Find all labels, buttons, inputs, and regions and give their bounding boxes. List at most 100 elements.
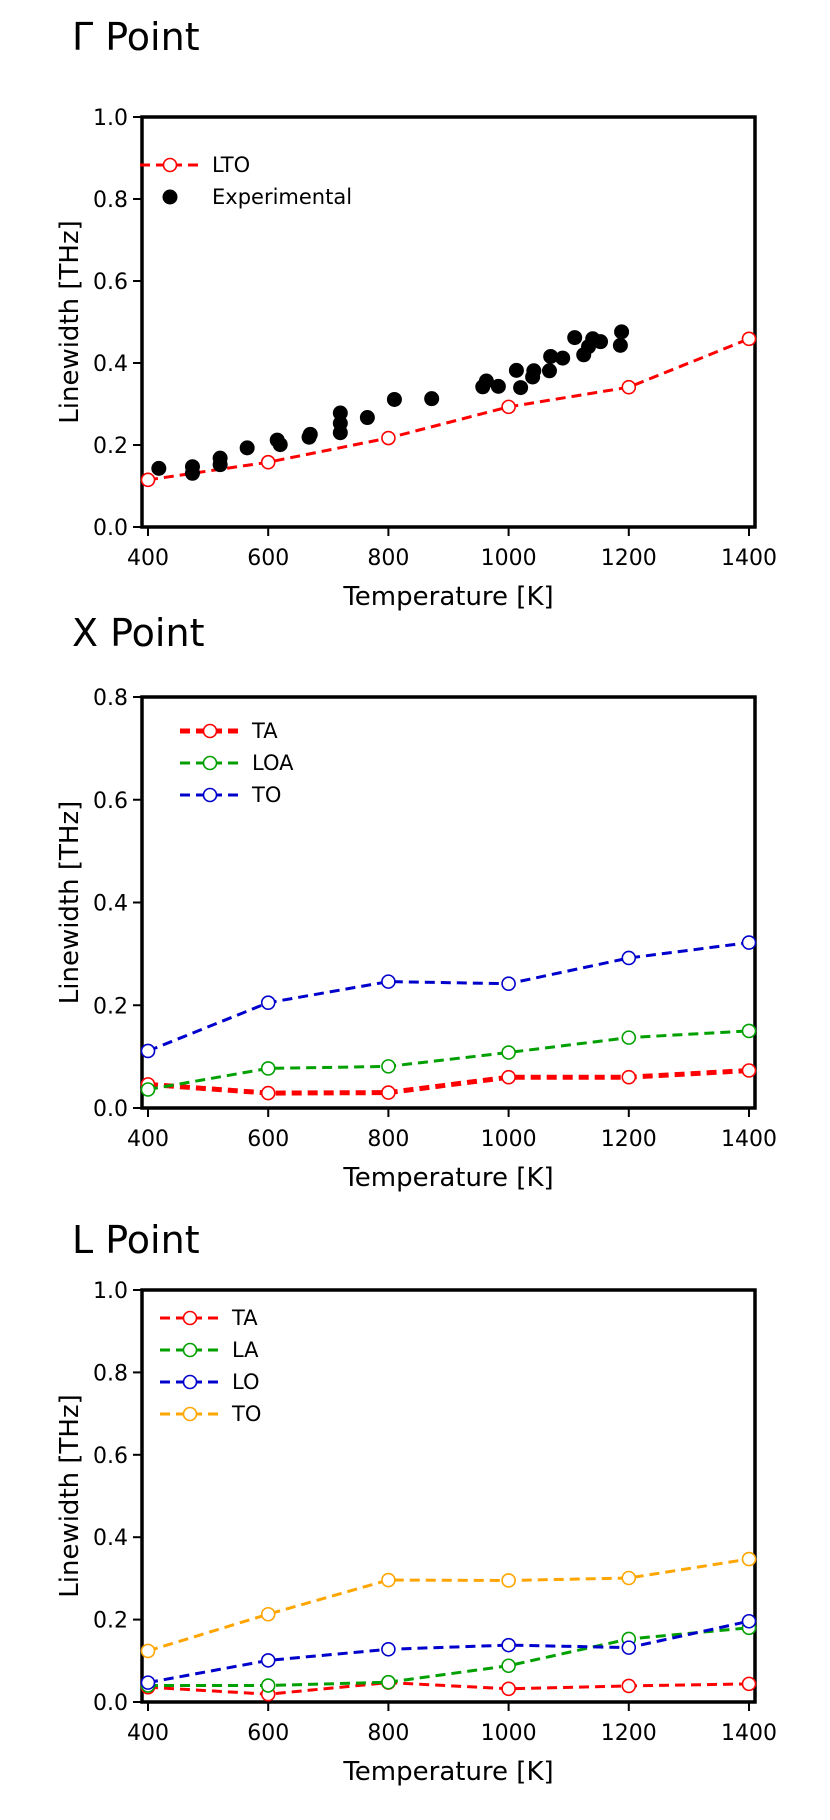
data-point bbox=[140, 1082, 156, 1097]
legend-marker bbox=[162, 189, 178, 205]
series-to bbox=[140, 935, 757, 1059]
series-line bbox=[148, 1626, 750, 1687]
data-point bbox=[621, 950, 637, 966]
y-tick-label: 1.0 bbox=[93, 1279, 128, 1304]
y-tick-label: 0.0 bbox=[93, 1097, 128, 1122]
data-point bbox=[478, 373, 494, 389]
data-point bbox=[541, 363, 557, 379]
data-point bbox=[501, 1045, 516, 1060]
x-tick-label: 800 bbox=[367, 1127, 409, 1152]
x-tick-label: 1200 bbox=[601, 546, 657, 571]
legend-entry-la: LA bbox=[160, 1338, 259, 1362]
data-point bbox=[555, 350, 571, 366]
data-point bbox=[501, 1658, 516, 1674]
legend-marker bbox=[202, 723, 218, 739]
legend-label: Experimental bbox=[212, 185, 352, 209]
series-to bbox=[140, 1551, 757, 1659]
x-axis-label: Temperature [K] bbox=[342, 1757, 553, 1787]
data-point bbox=[621, 1678, 637, 1694]
plot-frame bbox=[140, 1288, 757, 1704]
data-point bbox=[501, 1573, 516, 1588]
data-point bbox=[741, 1063, 757, 1078]
legend-label: LA bbox=[232, 1338, 259, 1362]
data-point bbox=[260, 1678, 276, 1693]
y-tick-label: 0.6 bbox=[93, 1444, 128, 1469]
chart-panel-1: X Point 400 600 800 1000 1200 1400 0.0 0.2 0.4 0.6… bbox=[55, 611, 777, 1193]
y-tick-label: 0.2 bbox=[93, 1609, 128, 1634]
data-point bbox=[543, 348, 559, 364]
legend-entry-loa: LOA bbox=[180, 751, 294, 775]
y-axis-label: Linewidth [THz] bbox=[55, 801, 85, 1004]
data-point bbox=[526, 363, 542, 379]
legend-label: TO bbox=[231, 1402, 261, 1426]
legend-marker bbox=[162, 157, 178, 173]
data-point bbox=[621, 1069, 637, 1085]
x-tick-label: 1400 bbox=[721, 1127, 777, 1152]
y-axis-label: Linewidth [THz] bbox=[55, 1394, 85, 1597]
series-line bbox=[147, 1557, 750, 1653]
y-tick-label: 0.2 bbox=[93, 434, 128, 459]
x-tick-label: 800 bbox=[367, 1721, 409, 1746]
x-tick-label: 800 bbox=[367, 546, 409, 571]
y-tick-label: 0.8 bbox=[93, 188, 128, 213]
data-point bbox=[140, 1675, 156, 1690]
data-point bbox=[359, 410, 375, 426]
x-tick-label: 1400 bbox=[721, 546, 777, 571]
data-point bbox=[741, 1676, 757, 1692]
legend-label: LTO bbox=[212, 153, 250, 177]
data-point bbox=[239, 440, 255, 456]
legend-marker bbox=[182, 1342, 198, 1358]
data-point bbox=[513, 380, 529, 396]
data-point bbox=[381, 1674, 396, 1690]
legend-label: TA bbox=[231, 1306, 258, 1330]
data-point bbox=[302, 426, 318, 442]
y-tick-label: 0.0 bbox=[93, 516, 128, 541]
x-axis-label: Temperature [K] bbox=[342, 1163, 553, 1193]
x-tick-label: 1000 bbox=[481, 546, 537, 571]
series-lto bbox=[140, 331, 757, 488]
chart-title: L Point bbox=[72, 1218, 200, 1262]
data-point bbox=[381, 974, 396, 989]
data-point bbox=[741, 935, 757, 950]
y-axis-label: Linewidth [THz] bbox=[55, 220, 85, 423]
data-point bbox=[260, 995, 276, 1010]
data-point bbox=[151, 460, 167, 476]
y-tick-label: 0.6 bbox=[93, 789, 128, 814]
data-point bbox=[140, 1643, 156, 1659]
legend-label: TO bbox=[251, 783, 281, 807]
chart-title: Γ Point bbox=[72, 15, 200, 59]
data-point bbox=[501, 399, 516, 415]
data-point bbox=[741, 1551, 757, 1567]
data-point bbox=[567, 330, 583, 346]
series-la bbox=[140, 1620, 757, 1693]
series-line bbox=[147, 941, 750, 1053]
legend-label: TA bbox=[251, 719, 278, 743]
data-point bbox=[501, 1681, 516, 1697]
plot-frame bbox=[140, 115, 757, 529]
y-tick-label: 1.0 bbox=[93, 106, 128, 131]
x-tick-label: 400 bbox=[127, 1721, 169, 1746]
y-tick-label: 0.8 bbox=[93, 686, 128, 711]
data-point bbox=[501, 976, 516, 991]
x-tick-label: 1000 bbox=[481, 1721, 537, 1746]
data-point bbox=[741, 1023, 757, 1039]
legend-label: LO bbox=[232, 1370, 259, 1394]
x-tick-label: 1400 bbox=[721, 1721, 777, 1746]
legend-marker bbox=[202, 755, 218, 771]
data-point bbox=[741, 331, 757, 347]
x-tick-label: 400 bbox=[127, 546, 169, 571]
legend-entry-to: TO bbox=[160, 1402, 261, 1426]
y-tick-label: 0.4 bbox=[93, 892, 128, 917]
series-line bbox=[147, 1068, 750, 1096]
data-point bbox=[424, 391, 440, 407]
data-point bbox=[140, 472, 156, 488]
legend-marker bbox=[182, 1374, 198, 1390]
data-point bbox=[381, 1641, 396, 1657]
x-tick-label: 1200 bbox=[601, 1721, 657, 1746]
series-line bbox=[147, 1619, 750, 1685]
data-point bbox=[272, 437, 288, 453]
data-point bbox=[184, 459, 200, 475]
y-tick-label: 0.6 bbox=[93, 270, 128, 295]
y-tick-label: 0.4 bbox=[93, 1526, 128, 1551]
legend-entry-lo: LO bbox=[160, 1370, 259, 1394]
